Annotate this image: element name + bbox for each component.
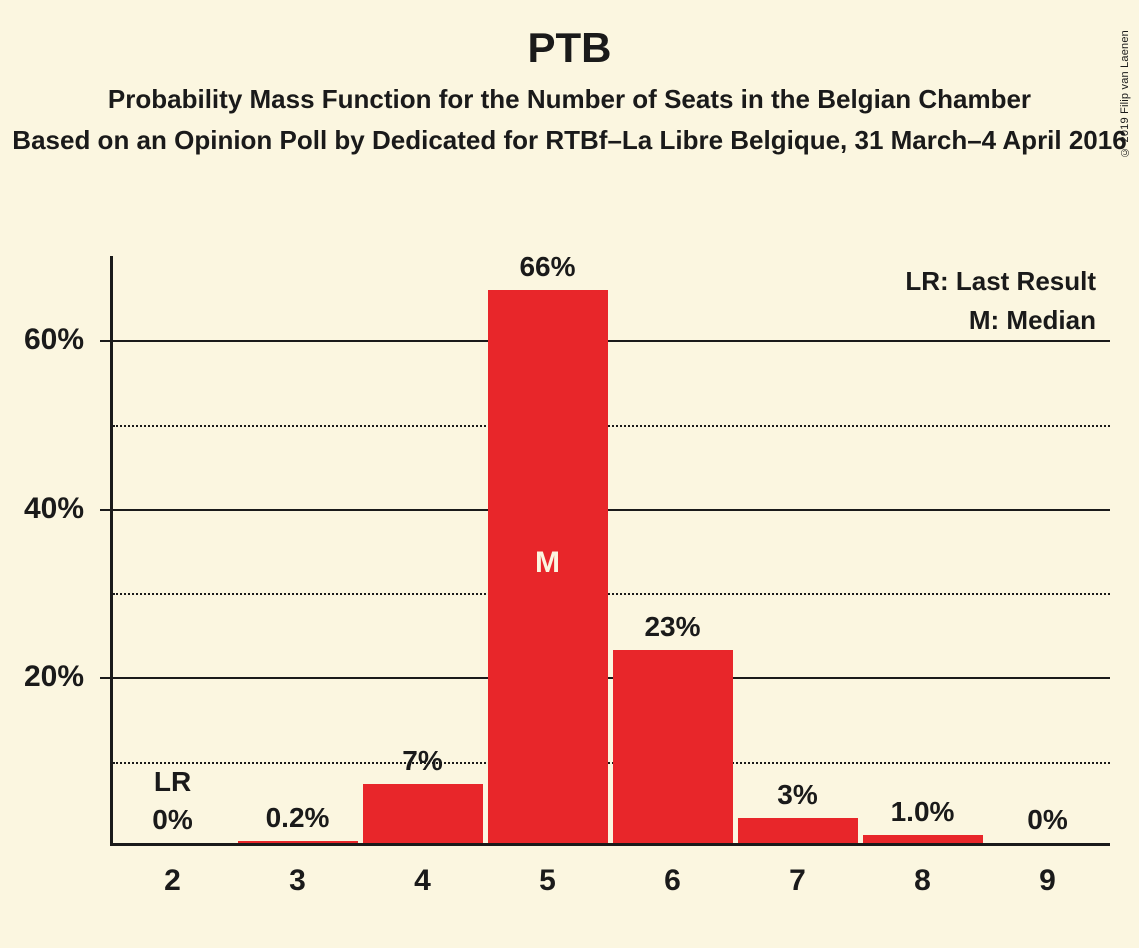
x-tick-label: 4 [414,864,431,898]
x-tick-label: 7 [789,864,806,898]
y-tick-label: 60% [24,323,104,357]
bar-value-label: 1.0% [891,796,955,828]
bar-value-label: 0% [152,804,192,836]
x-tick-label: 9 [1039,864,1056,898]
bar-chart: LR: Last Result M: Median 20%40%60%20%LR… [110,256,1110,846]
y-tick-mark [100,340,110,342]
gridline-major [113,340,1110,342]
y-tick-label: 40% [24,492,104,526]
gridline-minor [113,762,1110,764]
bar-value-label: 23% [644,611,700,643]
gridline-minor [113,425,1110,427]
x-tick-label: 6 [664,864,681,898]
x-tick-label: 8 [914,864,931,898]
gridline-major [113,509,1110,511]
title-block: PTB Probability Mass Function for the Nu… [0,24,1139,156]
y-tick-mark [100,509,110,511]
bar [863,835,983,843]
chart-title: PTB [0,24,1139,72]
x-tick-label: 3 [289,864,306,898]
bar [613,650,733,843]
y-tick-label: 20% [24,660,104,694]
median-marker: M [535,546,560,580]
chart-subtitle-1: Probability Mass Function for the Number… [0,84,1139,115]
bar [363,784,483,843]
legend: LR: Last Result M: Median [905,262,1096,340]
bar-value-label: 7% [402,745,442,777]
x-tick-label: 2 [164,864,181,898]
x-axis-line [110,843,1110,846]
x-tick-label: 5 [539,864,556,898]
legend-m: M: Median [905,301,1096,340]
y-axis-line [110,256,113,846]
chart-subtitle-2: Based on an Opinion Poll by Dedicated fo… [0,125,1139,156]
lr-marker: LR [154,766,191,798]
bar-value-label: 3% [777,779,817,811]
bar [238,841,358,843]
gridline-minor [113,593,1110,595]
bar-value-label: 0.2% [266,802,330,834]
legend-lr: LR: Last Result [905,262,1096,301]
gridline-major [113,677,1110,679]
bar-value-label: 66% [519,251,575,283]
copyright-text: © 2019 Filip van Laenen [1119,30,1131,158]
bar [738,818,858,843]
bar-value-label: 0% [1027,804,1067,836]
y-tick-mark [100,677,110,679]
